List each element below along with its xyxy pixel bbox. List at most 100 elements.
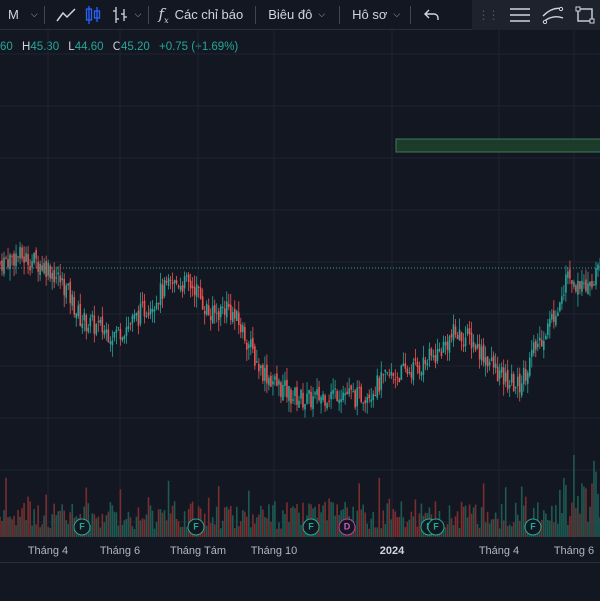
volume-bar [296,504,298,537]
volume-bar [139,520,142,537]
volume-bar [209,522,212,537]
price-chart[interactable] [0,30,600,540]
volume-bar [408,519,411,537]
volume-bar [145,514,148,537]
candle-body [390,371,393,376]
candle-body [553,310,555,322]
volume-bar [506,525,509,537]
volume-bar [302,502,304,537]
interval-selector[interactable]: M ⌵ [8,0,38,30]
volume-bar [478,527,481,537]
volume-bar [573,454,575,537]
volume-bar [89,525,92,537]
horizontal-lines-icon[interactable] [509,6,531,24]
chart-menu-button[interactable]: Biêu đô ⌵ [268,0,325,30]
candle-body [581,280,583,292]
volume-bar [185,527,188,537]
indicators-button[interactable]: fx Các chỉ báo [159,0,244,30]
candle-body [47,262,49,276]
candle-body [217,311,220,321]
volume-bar [103,522,106,537]
candle-body [240,324,242,333]
volume-bar [372,512,375,537]
candle-body [318,386,320,401]
volume-bar [147,497,150,537]
volume-bar [242,510,244,537]
candle-body [522,367,525,385]
candle-body [81,323,84,328]
volume-bar [362,504,365,537]
financials-event-marker[interactable]: F [302,518,320,536]
candle-body [502,367,505,385]
volume-bar [17,509,19,537]
dividend-event-marker[interactable]: D [338,518,356,536]
financials-event-marker[interactable]: F [427,518,445,536]
volume-bar [500,504,503,537]
rectangle-icon[interactable] [575,6,595,24]
candle-body [260,365,262,369]
toolbar-divider [255,5,257,24]
candle-body [536,343,539,347]
candle-body [579,281,581,289]
undo-button[interactable] [423,0,441,30]
volume-bar [388,498,391,537]
candle-body [312,396,314,410]
candle-body [161,284,164,299]
candle-body [551,313,553,320]
drag-handle-icon[interactable]: ⋮⋮ [477,8,500,22]
volume-bar [386,503,389,537]
volume-bar [374,527,377,537]
volume-bar [223,507,226,537]
volume-bar [229,505,232,537]
candle-body [103,330,106,335]
volume-bar [450,518,453,537]
candle-body [127,326,130,330]
candle-body [254,346,256,366]
open-value: 60 [0,41,13,53]
candles-button[interactable] [85,0,101,30]
volume-bar [322,505,324,537]
volume-bar [9,516,11,537]
candle-body [589,281,591,286]
candle-body [549,318,551,327]
volume-bar [95,518,98,537]
candle-body [43,262,45,274]
financials-event-marker[interactable]: F [73,518,91,536]
volume-bar [476,523,479,537]
candle-body [75,313,78,318]
volume-bar [225,506,228,537]
candle-body [334,388,336,390]
time-label: Tháng 6 [553,545,595,557]
line-chart-button[interactable] [55,0,77,30]
volume-bar [183,511,186,537]
candle-body [31,261,33,268]
time-label: Tháng 4 [27,545,69,557]
financials-event-marker[interactable]: F [187,518,205,536]
candle-body [504,372,507,382]
volume-bar [256,517,258,537]
candle-body [73,296,76,315]
candle-body [258,363,260,372]
volume-bar [563,477,565,537]
candle-body [101,316,104,333]
volume-bar [262,509,264,537]
profile-menu-button[interactable]: Hô sơ ⌵ [352,0,400,30]
candle-body [248,344,250,349]
candle-body [147,312,150,316]
candle-body [53,270,55,283]
candle-body [514,387,517,389]
candle-body [129,323,132,325]
volume-bar [456,511,459,537]
volume-bar [175,518,178,537]
volume-bar [7,517,9,537]
volume-bar [85,487,88,537]
financials-event-marker[interactable]: F [524,518,542,536]
candle-body [244,327,246,341]
volume-bar [583,486,585,537]
trend-lines-icon[interactable] [542,6,564,24]
candle-body [288,386,290,401]
candle-body [57,272,59,275]
volume-bar [235,506,238,537]
bars-button[interactable]: ⌵ [111,0,142,30]
volume-bar [101,513,104,537]
